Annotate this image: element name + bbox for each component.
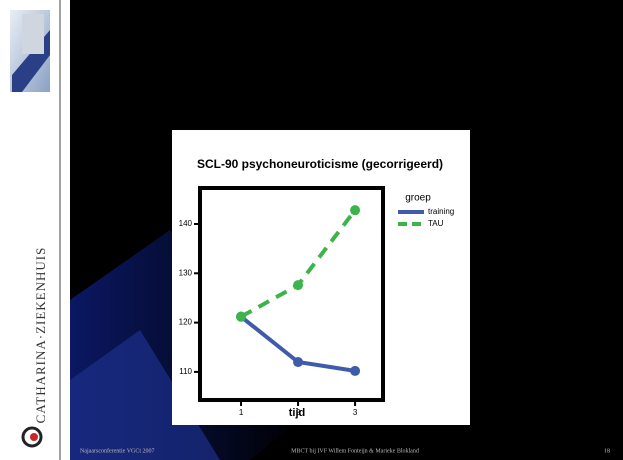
point xyxy=(350,205,361,216)
x-tick-label: 2 xyxy=(296,408,301,417)
chart-title: SCL-90 psychoneuroticisme (gecorrigeerd) xyxy=(197,157,443,171)
y-tick-label: 140 xyxy=(179,219,193,228)
logo xyxy=(21,426,43,448)
x-tick-label: 3 xyxy=(353,408,358,417)
page-number: 18 xyxy=(604,448,610,454)
point xyxy=(293,357,304,368)
point xyxy=(236,311,247,322)
footer-left: Najaarsconferentie VGCt 2007 xyxy=(80,447,155,454)
y-tick-label: 130 xyxy=(179,268,193,277)
x-axis-label: tijd xyxy=(289,407,306,419)
y-tick-label: 120 xyxy=(179,318,193,327)
point xyxy=(293,280,304,291)
logo xyxy=(30,433,38,441)
legend-label: TAU xyxy=(428,219,444,228)
plot-frame xyxy=(198,186,385,402)
footer-center: MBCT bij IVF Willem Fonteijn & Marieke B… xyxy=(291,448,419,454)
x-tick-label: 1 xyxy=(239,408,244,417)
building-photo xyxy=(22,14,44,54)
legend-label: training xyxy=(428,207,454,216)
brand: CATHARINA·ZIEKENHUIS xyxy=(33,247,48,424)
y-tick-label: 110 xyxy=(179,367,192,376)
legend-title: groep xyxy=(405,193,431,204)
chart-panel xyxy=(172,130,470,425)
decoration xyxy=(70,330,220,460)
point xyxy=(350,365,361,376)
